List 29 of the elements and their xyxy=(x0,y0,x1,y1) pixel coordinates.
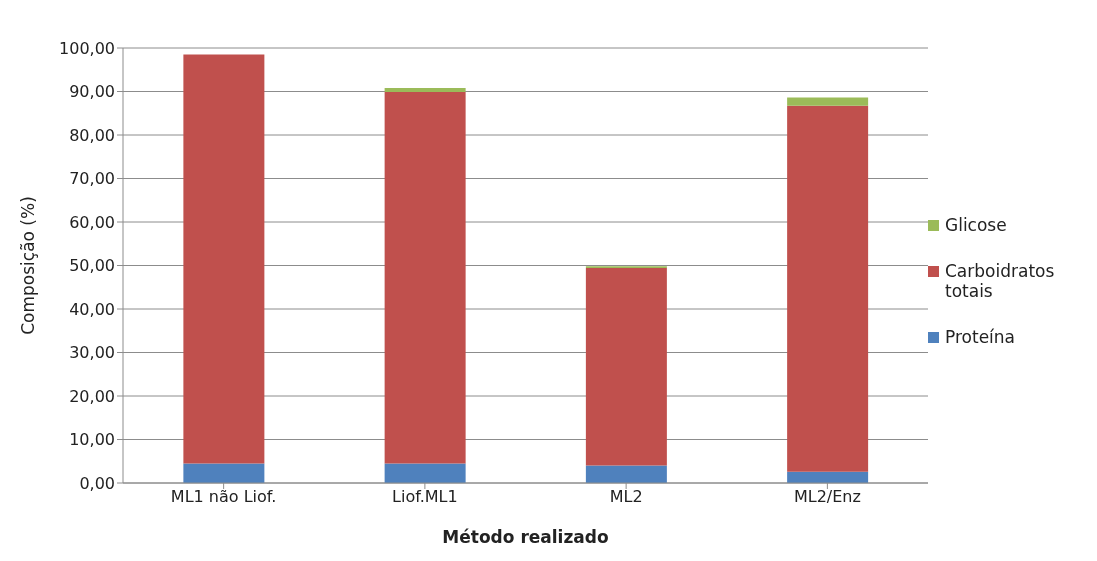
bar xyxy=(585,465,667,483)
y-tick-label: 60,00 xyxy=(69,212,115,232)
y-axis-title: Composição (%) xyxy=(18,196,39,335)
x-tick-label: ML2/Enz xyxy=(793,487,861,507)
bar xyxy=(585,268,667,466)
legend-label: Glicose xyxy=(945,214,1007,235)
bar xyxy=(183,463,265,483)
y-tick-label: 80,00 xyxy=(69,125,115,145)
y-tick-label: 0,00 xyxy=(79,473,115,493)
y-tick-label: 30,00 xyxy=(69,343,115,363)
y-tick-label: 10,00 xyxy=(69,430,115,450)
x-tick-label: ML2 xyxy=(609,487,643,507)
bar xyxy=(787,105,869,472)
y-tick-label: 20,00 xyxy=(69,386,115,406)
x-tick-label: Liof.ML1 xyxy=(392,487,458,507)
bar xyxy=(384,91,466,464)
y-tick-label: 50,00 xyxy=(69,256,115,276)
y-tick-label: 100,00 xyxy=(59,38,115,58)
x-tick-label: ML1 não Liof. xyxy=(170,487,277,507)
legend-label: Carboidratos totais xyxy=(945,260,1056,301)
bar xyxy=(183,54,265,464)
bar xyxy=(787,97,869,106)
y-tick-label: 90,00 xyxy=(69,82,115,102)
legend-label: Proteína xyxy=(945,326,1016,347)
bar xyxy=(384,88,466,92)
y-tick-label: 40,00 xyxy=(69,299,115,319)
x-axis-title: Método realizado xyxy=(442,527,609,548)
y-tick-label: 70,00 xyxy=(69,169,115,189)
bar xyxy=(384,463,466,483)
